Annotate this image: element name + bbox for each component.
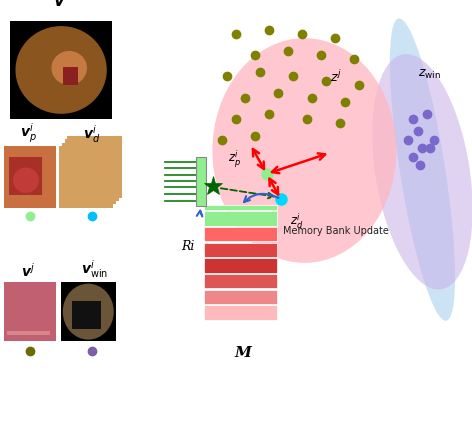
Bar xyxy=(204,211,277,226)
Ellipse shape xyxy=(372,54,472,290)
Bar xyxy=(7,331,50,335)
Bar xyxy=(204,290,277,304)
Text: Ri: Ri xyxy=(182,240,195,253)
Bar xyxy=(65,139,119,201)
Bar xyxy=(204,227,277,241)
Text: $\boldsymbol{v}^j$: $\boldsymbol{v}^j$ xyxy=(21,262,35,280)
Bar xyxy=(67,136,122,198)
Text: $\boldsymbol{v}^i$: $\boldsymbol{v}^i$ xyxy=(53,0,69,11)
Text: $\boldsymbol{v}_d^i$: $\boldsymbol{v}_d^i$ xyxy=(84,123,101,145)
Bar xyxy=(204,205,277,210)
Bar xyxy=(59,146,113,208)
Bar xyxy=(62,143,116,204)
Bar xyxy=(204,258,277,273)
Bar xyxy=(204,305,277,320)
Bar xyxy=(4,146,56,208)
Bar xyxy=(61,282,116,341)
Text: $z^j$: $z^j$ xyxy=(330,69,342,85)
Text: $\boldsymbol{v}^i_{\mathrm{win}}$: $\boldsymbol{v}^i_{\mathrm{win}}$ xyxy=(81,258,108,280)
Text: $\boldsymbol{v}_p^i$: $\boldsymbol{v}_p^i$ xyxy=(20,121,37,145)
Bar xyxy=(204,274,277,288)
Bar xyxy=(10,21,112,119)
Ellipse shape xyxy=(51,51,87,85)
Ellipse shape xyxy=(63,284,114,340)
Bar xyxy=(9,157,42,195)
Text: $z_d^i$: $z_d^i$ xyxy=(290,212,304,232)
Ellipse shape xyxy=(212,38,396,263)
Ellipse shape xyxy=(390,18,455,321)
Bar xyxy=(204,243,277,257)
Bar xyxy=(4,282,56,341)
Bar xyxy=(63,67,78,85)
Bar xyxy=(196,157,206,206)
Ellipse shape xyxy=(13,167,39,193)
Ellipse shape xyxy=(16,26,107,114)
Text: Memory Bank Update: Memory Bank Update xyxy=(283,226,389,236)
Bar xyxy=(72,301,101,329)
Text: $z_{\mathrm{win}}$: $z_{\mathrm{win}}$ xyxy=(418,67,441,81)
Text: M: M xyxy=(235,346,252,360)
Text: $z_p^i$: $z_p^i$ xyxy=(228,148,241,170)
